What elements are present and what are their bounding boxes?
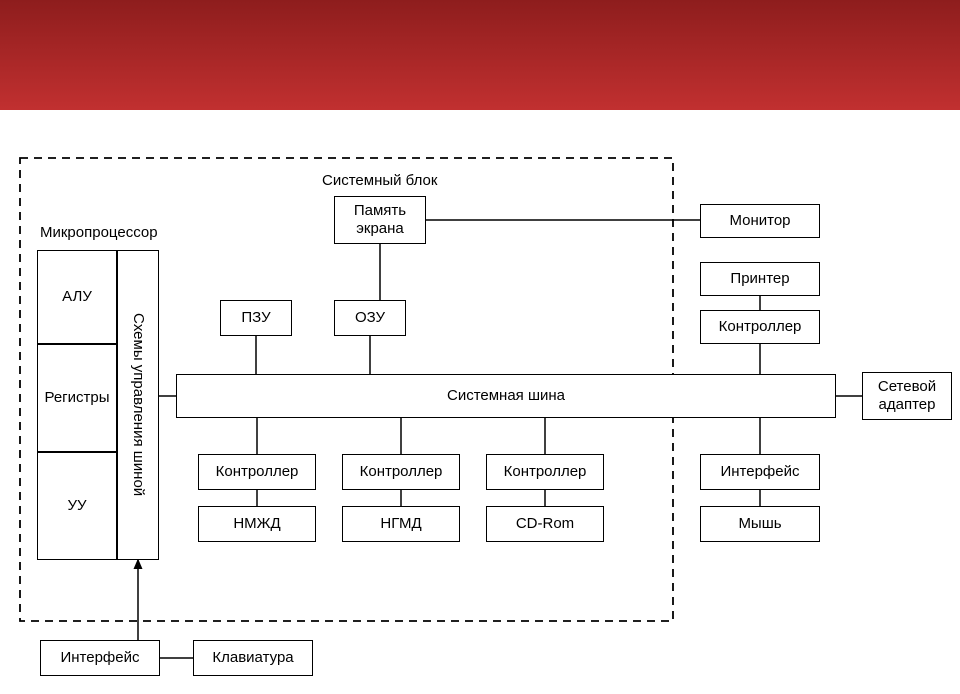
interface-mouse-box: Интерфейс	[700, 454, 820, 490]
net-adapter-box: Сетевойадаптер	[862, 372, 952, 420]
system-block-label: Системный блок	[320, 172, 439, 189]
alu-box: АЛУ	[37, 250, 117, 344]
header-banner	[0, 0, 960, 110]
hdd-box: НМЖД	[198, 506, 316, 542]
system-bus-box: Системная шина	[176, 374, 836, 418]
interface-kbd-box: Интерфейс	[40, 640, 160, 676]
printer-box: Принтер	[700, 262, 820, 296]
ctrl-hdd-box: Контроллер	[198, 454, 316, 490]
ctrl-cd-box: Контроллер	[486, 454, 604, 490]
ram-box: ОЗУ	[334, 300, 406, 336]
controller-printer-box: Контроллер	[700, 310, 820, 344]
registers-box: Регистры	[37, 344, 117, 452]
mouse-box: Мышь	[700, 506, 820, 542]
monitor-box: Монитор	[700, 204, 820, 238]
screen-memory-box: Памятьэкрана	[334, 196, 426, 244]
keyboard-box: Клавиатура	[193, 640, 313, 676]
cdrom-box: CD-Rom	[486, 506, 604, 542]
bus-control-box: Схемы управления шиной	[117, 250, 159, 560]
microprocessor-label: Микропроцессор	[38, 224, 160, 241]
rom-box: ПЗУ	[220, 300, 292, 336]
cu-box: УУ	[37, 452, 117, 560]
ctrl-fdd-box: Контроллер	[342, 454, 460, 490]
fdd-box: НГМД	[342, 506, 460, 542]
